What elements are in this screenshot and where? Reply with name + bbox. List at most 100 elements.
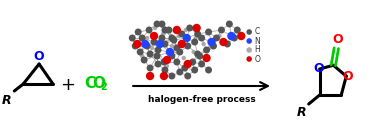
Circle shape: [150, 46, 154, 50]
Circle shape: [246, 47, 252, 53]
Text: O: O: [254, 55, 260, 63]
Circle shape: [201, 42, 206, 46]
Circle shape: [163, 56, 171, 64]
Circle shape: [205, 29, 212, 35]
Circle shape: [137, 48, 144, 56]
Circle shape: [140, 54, 144, 58]
Circle shape: [160, 72, 168, 80]
Circle shape: [161, 59, 167, 65]
Circle shape: [133, 40, 141, 48]
Circle shape: [191, 66, 198, 74]
Circle shape: [174, 45, 180, 51]
Circle shape: [189, 59, 196, 65]
Circle shape: [194, 36, 198, 40]
Circle shape: [231, 34, 238, 42]
Text: O: O: [342, 70, 353, 83]
Circle shape: [156, 40, 164, 48]
Circle shape: [144, 43, 150, 49]
Circle shape: [161, 41, 169, 47]
Circle shape: [213, 34, 220, 42]
Circle shape: [139, 34, 146, 42]
Circle shape: [173, 26, 181, 34]
Circle shape: [208, 46, 212, 50]
Circle shape: [153, 26, 157, 30]
Circle shape: [183, 34, 191, 42]
Circle shape: [186, 25, 193, 31]
Circle shape: [198, 61, 205, 67]
Circle shape: [246, 56, 252, 62]
Circle shape: [158, 42, 162, 46]
Text: O: O: [313, 62, 324, 76]
Circle shape: [153, 52, 161, 60]
Circle shape: [178, 31, 185, 37]
Circle shape: [170, 44, 174, 48]
Text: +: +: [60, 76, 75, 94]
Circle shape: [166, 27, 172, 33]
Text: C: C: [85, 76, 96, 91]
Circle shape: [147, 64, 153, 72]
Circle shape: [227, 32, 235, 40]
Circle shape: [146, 72, 154, 80]
Circle shape: [158, 20, 166, 28]
Circle shape: [135, 29, 142, 35]
Circle shape: [169, 52, 175, 60]
Circle shape: [178, 40, 186, 48]
Circle shape: [226, 20, 233, 28]
Circle shape: [145, 36, 149, 40]
Circle shape: [246, 38, 252, 44]
Text: N: N: [254, 36, 260, 46]
Circle shape: [155, 46, 161, 53]
Circle shape: [217, 34, 222, 38]
Circle shape: [203, 46, 210, 53]
Text: C: C: [254, 28, 259, 36]
Circle shape: [237, 32, 245, 40]
Circle shape: [169, 73, 175, 79]
Circle shape: [181, 64, 188, 72]
Circle shape: [177, 34, 181, 38]
Circle shape: [224, 41, 231, 47]
Circle shape: [177, 48, 183, 56]
Circle shape: [208, 38, 216, 46]
Text: halogen-free process: halogen-free process: [148, 95, 256, 104]
Circle shape: [181, 56, 186, 60]
Circle shape: [246, 29, 252, 35]
Circle shape: [184, 43, 191, 49]
Text: H: H: [254, 46, 260, 55]
Circle shape: [174, 59, 180, 65]
Circle shape: [166, 48, 174, 56]
Circle shape: [141, 40, 149, 48]
Circle shape: [234, 27, 241, 33]
Circle shape: [198, 34, 205, 42]
Circle shape: [169, 34, 175, 42]
Circle shape: [218, 27, 225, 33]
Circle shape: [155, 61, 161, 67]
Text: O: O: [34, 50, 44, 63]
Text: R: R: [2, 94, 11, 107]
Circle shape: [161, 66, 169, 74]
Circle shape: [196, 52, 203, 60]
Circle shape: [147, 50, 153, 58]
Circle shape: [161, 32, 165, 36]
Circle shape: [192, 24, 201, 32]
Circle shape: [158, 34, 166, 42]
Circle shape: [146, 27, 153, 33]
Text: O: O: [332, 33, 342, 46]
Text: O: O: [92, 76, 105, 91]
Circle shape: [170, 36, 177, 44]
Circle shape: [165, 64, 169, 68]
Circle shape: [194, 31, 201, 37]
Circle shape: [205, 66, 212, 74]
Circle shape: [161, 27, 169, 33]
Circle shape: [194, 50, 201, 58]
Circle shape: [153, 20, 161, 28]
Circle shape: [184, 73, 191, 79]
Circle shape: [191, 38, 198, 46]
Circle shape: [150, 32, 158, 40]
Circle shape: [129, 34, 136, 42]
Circle shape: [141, 57, 147, 63]
Circle shape: [210, 43, 217, 49]
Circle shape: [132, 43, 139, 49]
Text: 2: 2: [100, 82, 107, 92]
Circle shape: [192, 50, 196, 54]
Text: R: R: [297, 106, 307, 119]
